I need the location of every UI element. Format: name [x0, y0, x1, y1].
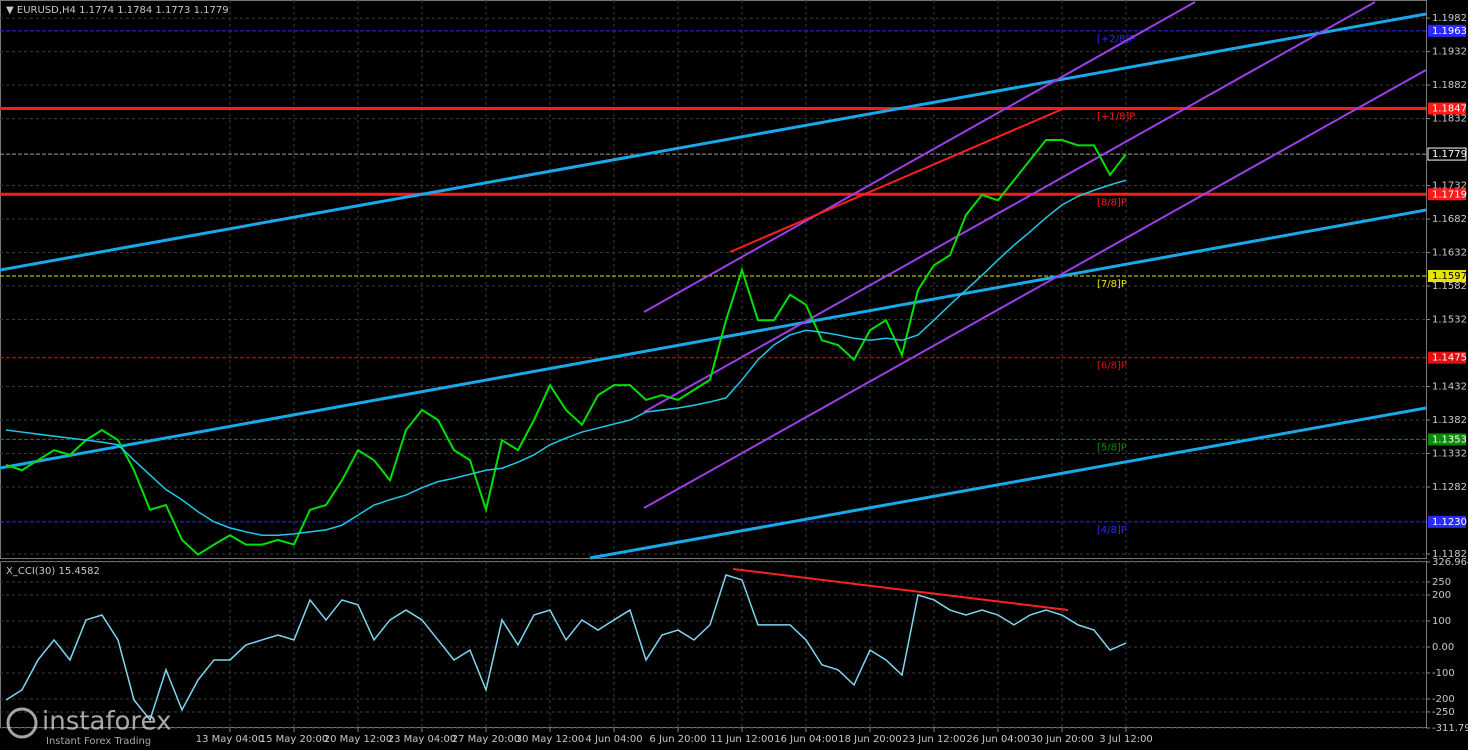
channel-line: [643, 1, 1196, 313]
y-tick-label: -311.798: [1432, 723, 1468, 734]
cci-panel-frame: [0, 561, 1427, 728]
level-tag: [4/8]P: [1097, 525, 1127, 536]
level-price-label: 1.1963: [1432, 26, 1467, 37]
trend-line: [589, 406, 1427, 560]
chart-title: ▼ EURUSD,H4 1.1774 1.1784 1.1773 1.1779: [6, 5, 229, 16]
x-tick-label: 23 Jun 12:00: [902, 734, 966, 745]
trend-line: [0, 12, 1427, 272]
y-tick-label: 100: [1432, 616, 1451, 627]
divergence-line: [732, 568, 1069, 611]
y-tick-label: 1.1582: [1432, 281, 1467, 292]
y-tick-label: 1.1282: [1432, 482, 1467, 493]
y-tick-label: 0.00: [1432, 642, 1454, 653]
y-tick-label: 1.1682: [1432, 214, 1467, 225]
y-tick-label: 1.1332: [1432, 449, 1467, 460]
x-tick-label: 20 May 12:00: [324, 734, 393, 745]
level-price-label: 1.1719: [1432, 189, 1467, 200]
level-price-label: 1.1475: [1432, 353, 1467, 364]
logo: instaforex Instant Forex Trading: [6, 707, 171, 747]
logo-tagline: Instant Forex Trading: [46, 736, 151, 747]
level-tag: [+1/8]P: [1097, 112, 1135, 123]
level-price-label: 1.1597: [1432, 271, 1467, 282]
y-tick-label: -100: [1432, 668, 1455, 679]
y-tick-label: 326.9647: [1432, 557, 1468, 568]
x-tick-label: 15 May 20:00: [260, 734, 329, 745]
x-tick-label: 27 May 20:00: [452, 734, 521, 745]
x-tick-label: 18 Jun 20:00: [838, 734, 902, 745]
y-tick-label: 1.1882: [1432, 80, 1467, 91]
x-tick-label: 30 May 12:00: [516, 734, 585, 745]
level-price-box: [1428, 351, 1466, 364]
level-price-box: [1428, 24, 1466, 37]
y-tick-label: 1.1382: [1432, 415, 1467, 426]
trend-line: [0, 208, 1427, 470]
level-tag: [5/8]P: [1097, 442, 1127, 453]
plot-layer: [5, 139, 1127, 722]
level-price-label: 1.1847: [1432, 104, 1467, 115]
series-line: [5, 574, 1127, 722]
level-tag: [8/8]P: [1097, 197, 1127, 208]
y-tick-label: 1.1432: [1432, 382, 1467, 393]
y-tick-label: 1.1732: [1432, 181, 1467, 192]
level-price-box: [1427, 147, 1467, 161]
series-line: [5, 179, 1127, 536]
x-tick-label: 4 Jun 04:00: [585, 734, 642, 745]
y-tick-label: 250: [1432, 577, 1451, 588]
y-tick-label: 200: [1432, 590, 1451, 601]
level-price-label: 1.1353: [1432, 434, 1467, 445]
x-tick-label: 3 Jul 12:00: [1099, 734, 1153, 745]
level-price-label: 1.1779: [1432, 149, 1467, 160]
trend-lines: [0, 12, 1427, 560]
x-tick-label: 30 Jun 20:00: [1030, 734, 1094, 745]
y-tick-label: -250: [1432, 707, 1455, 718]
x-tick-label: 13 May 04:00: [196, 734, 265, 745]
level-price-box: [1428, 433, 1466, 446]
level-price-label: 1.1230: [1432, 517, 1467, 528]
y-tick-label: -200: [1432, 694, 1455, 705]
y-tick-label: 1.1982: [1432, 13, 1467, 24]
x-tick-label: 6 Jun 20:00: [649, 734, 706, 745]
main-panel-frame: [0, 0, 1427, 559]
y-tick-label: 1.1832: [1432, 114, 1467, 125]
level-price-box: [1428, 102, 1466, 115]
y-tick-label: 1.1632: [1432, 248, 1467, 259]
resistance-line: [729, 107, 1066, 253]
logo-name: instaforex: [42, 707, 171, 737]
channel-line: [643, 69, 1427, 509]
series-line: [5, 139, 1127, 556]
title-icon: ▼: [6, 5, 17, 16]
channel-line: [643, 1, 1376, 413]
y-tick-label: 1.1932: [1432, 47, 1467, 58]
levels-layer: 1.1963 [+2/8]P 1.1847 [+1/8]P 1.1779 1.1719 [8…: [0, 24, 1467, 536]
level-price-box: [1428, 188, 1466, 201]
level-tag: [7/8]P: [1097, 279, 1127, 290]
cci-title: X_CCI(30) 15.4582: [6, 566, 100, 577]
level-price-box: [1428, 269, 1466, 282]
y-tick-label: 1.1182: [1432, 549, 1467, 560]
channel-lines: [643, 1, 1427, 509]
y-tick-label: 1.1532: [1432, 315, 1467, 326]
level-price-box: [1428, 515, 1466, 528]
x-tick-label: 11 Jun 12:00: [710, 734, 774, 745]
logo-icon: [6, 707, 38, 739]
level-tag: [+2/8]P: [1097, 34, 1135, 45]
level-tag: [6/8]P: [1097, 361, 1127, 372]
x-tick-label: 23 May 04:00: [388, 734, 457, 745]
x-tick-label: 16 Jun 04:00: [774, 734, 838, 745]
x-tick-label: 26 Jun 04:00: [966, 734, 1030, 745]
chart-title-text: EURUSD,H4 1.1774 1.1784 1.1773 1.1779: [17, 5, 229, 16]
